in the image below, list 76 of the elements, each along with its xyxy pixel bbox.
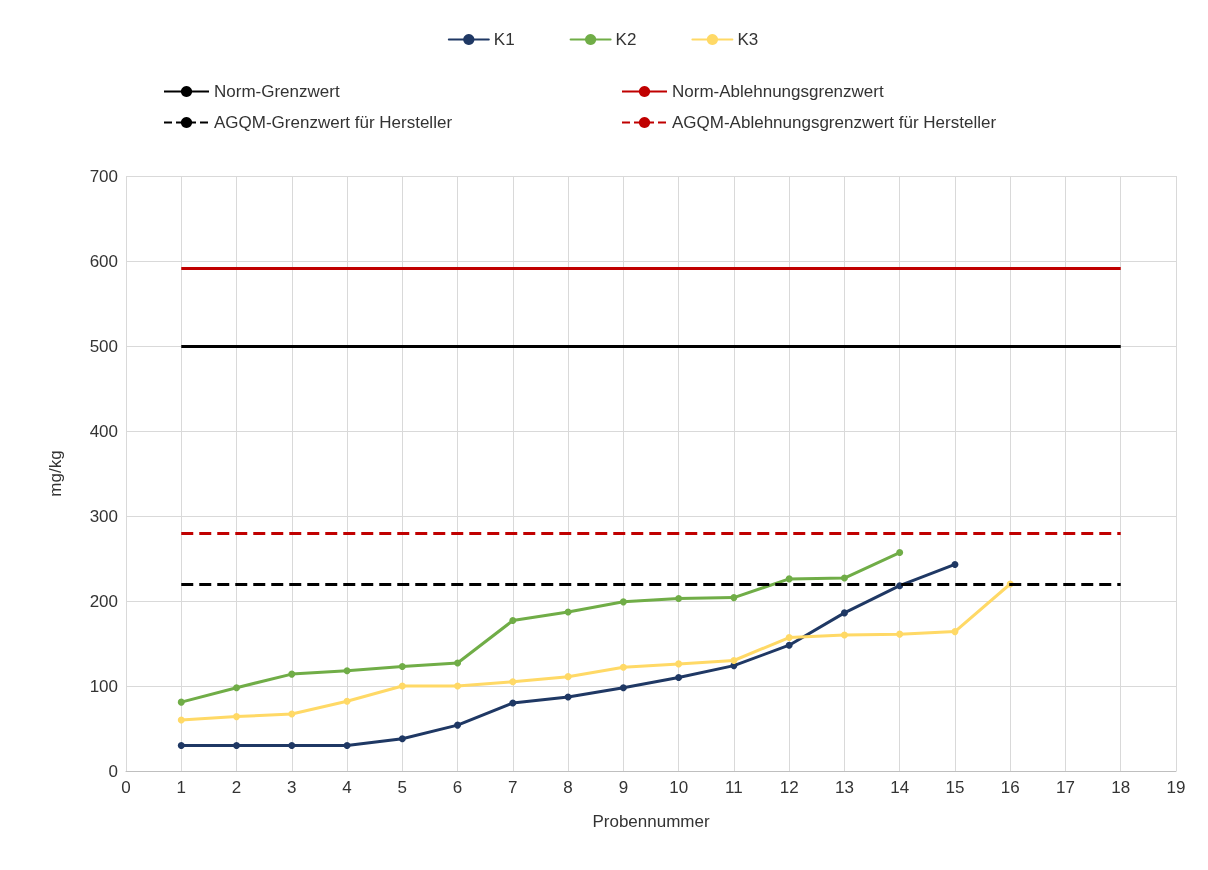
legend-label: K3	[737, 30, 759, 49]
point	[730, 594, 738, 602]
point	[343, 742, 351, 749]
point	[840, 574, 848, 582]
x-tick-label: 7	[508, 778, 518, 797]
point	[896, 549, 904, 557]
point	[454, 721, 462, 729]
point	[619, 663, 627, 671]
y-tick-label: 200	[89, 591, 118, 611]
point	[177, 698, 185, 706]
y-tick-label: 600	[89, 251, 118, 271]
x-tick-label: 2	[231, 778, 242, 797]
point	[177, 716, 185, 724]
legend-label: K2	[615, 30, 637, 49]
point	[233, 713, 241, 721]
point	[398, 662, 406, 670]
point	[233, 684, 241, 692]
point	[675, 660, 683, 668]
point	[675, 594, 683, 602]
point	[730, 657, 738, 664]
x-tick-label: 17	[1056, 778, 1075, 797]
point	[288, 710, 296, 718]
x-tick-label: 6	[452, 778, 463, 797]
x-tick-label: 3	[287, 778, 297, 797]
y-tick-label: 0	[108, 761, 118, 781]
y-tick-label: 300	[89, 506, 118, 526]
point	[343, 697, 351, 705]
legend-label: Norm-Ablehnungsgrenzwert	[672, 82, 884, 101]
x-tick-label: 4	[342, 778, 352, 797]
point	[951, 628, 959, 636]
point	[509, 678, 517, 686]
point	[785, 641, 793, 649]
point	[564, 673, 572, 681]
legend-label: AGQM-Grenzwert für Hersteller	[214, 113, 453, 132]
point	[509, 617, 517, 625]
x-tick-label: 13	[834, 778, 854, 797]
point	[675, 674, 683, 681]
point	[454, 659, 462, 667]
point	[288, 742, 296, 749]
point	[896, 630, 904, 638]
x-tick-label: 1	[176, 778, 186, 797]
legend-label: K1	[493, 30, 515, 49]
x-tick-label: 16	[1000, 778, 1020, 797]
point	[233, 742, 241, 749]
point	[454, 682, 462, 690]
point	[785, 634, 793, 642]
point	[619, 684, 627, 692]
x-tick-label: 19	[1166, 778, 1186, 797]
x-tick-label: 12	[779, 778, 799, 797]
x-tick-label: 11	[725, 778, 743, 797]
x-tick-label: 10	[669, 778, 689, 797]
x-tick-label: 0	[121, 778, 131, 797]
point	[177, 742, 185, 749]
point	[343, 667, 351, 675]
y-tick-label: 500	[89, 336, 118, 356]
x-tick-label: 5	[397, 778, 408, 797]
legend-label: Norm-Grenzwert	[214, 82, 340, 101]
y-tick-label: 700	[89, 166, 118, 186]
y-tick-label: 400	[89, 421, 118, 441]
point	[840, 631, 848, 639]
point	[398, 735, 406, 743]
y-axis-title: mg/kg	[46, 450, 65, 497]
x-tick-label: 18	[1111, 778, 1131, 797]
x-tick-label: 9	[618, 778, 629, 797]
x-tick-label: 8	[563, 778, 573, 797]
point	[288, 670, 296, 678]
point	[785, 575, 793, 583]
point	[619, 598, 627, 606]
point	[398, 682, 406, 690]
point	[951, 560, 959, 568]
x-tick-label: 14	[890, 778, 910, 797]
legend-label: AGQM-Ablehnungsgrenzwert für Hersteller	[672, 113, 997, 132]
x-tick-label: 15	[945, 778, 965, 797]
y-tick-label: 100	[89, 676, 118, 696]
point	[840, 609, 848, 617]
x-axis-title: Probennummer	[592, 812, 710, 831]
